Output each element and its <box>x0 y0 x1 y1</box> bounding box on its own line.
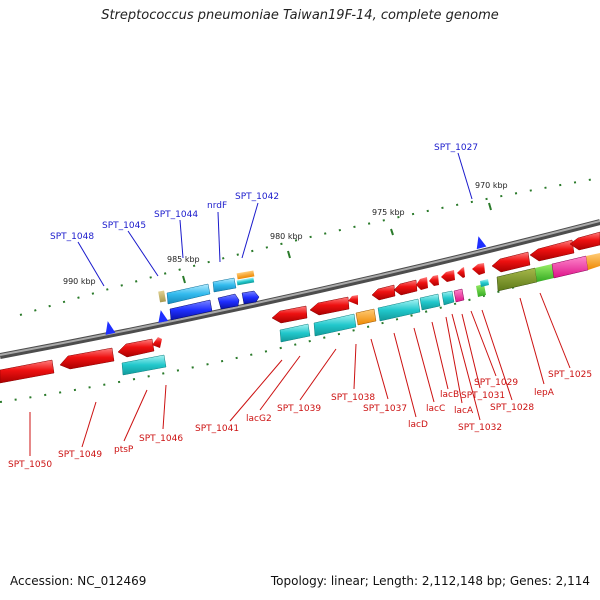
gene-SPT_1044 <box>169 299 213 321</box>
genome-summary-text: Topology: linear; Length: 2,112,148 bp; … <box>270 574 590 588</box>
label-SPT_1042: SPT_1042 <box>235 192 279 202</box>
scale-label-970: 970 kbp <box>475 181 508 190</box>
scale-label-985: 985 kbp <box>167 255 200 264</box>
gene-SPT_1045 <box>166 283 211 305</box>
forward-marker-1 <box>105 321 116 335</box>
scale-labels: 970 kbp 975 kbp 980 kbp 985 kbp 990 kbp <box>63 181 508 286</box>
genome-title: Streptococcus pneumoniae Taiwan19F-14, c… <box>101 8 499 23</box>
forward-leaders <box>77 152 473 287</box>
label-SPT_1039: SPT_1039 <box>277 404 321 414</box>
gene-SPT_1042 <box>241 290 260 305</box>
forward-marker-3 <box>476 236 487 250</box>
label-SPT_1046: SPT_1046 <box>139 434 183 444</box>
label-lacA: lacA <box>454 406 474 416</box>
reverse-leaders <box>29 292 571 456</box>
label-SPT_1038: SPT_1038 <box>331 393 375 403</box>
label-SPT_1048: SPT_1048 <box>50 232 94 242</box>
label-SPT_1031: SPT_1031 <box>461 391 505 401</box>
label-lacG2: lacG2 <box>246 414 272 424</box>
accession-text: Accession: NC_012469 <box>10 574 147 588</box>
label-SPT_1045: SPT_1045 <box>102 221 146 231</box>
gene-nrdE <box>217 293 240 310</box>
label-lacD: lacD <box>408 420 428 430</box>
reverse-gene-labels: SPT_1050 SPT_1049 ptsP SPT_1046 SPT_1041… <box>8 370 592 470</box>
forward-gene-labels: SPT_1048 SPT_1045 SPT_1044 nrdF SPT_1042… <box>50 143 478 242</box>
major-ticks <box>182 202 492 284</box>
forward-marker-2 <box>158 310 169 323</box>
reverse-genes <box>0 231 600 384</box>
label-SPT_1044: SPT_1044 <box>154 210 198 220</box>
label-SPT_1050: SPT_1050 <box>8 460 52 470</box>
label-SPT_1029: SPT_1029 <box>474 378 518 388</box>
label-SPT_1037: SPT_1037 <box>363 404 407 414</box>
scale-label-975: 975 kbp <box>372 208 405 217</box>
label-SPT_1041: SPT_1041 <box>195 424 239 434</box>
label-SPT_1032: SPT_1032 <box>458 423 502 433</box>
label-ptsP: ptsP <box>114 445 134 455</box>
forward-genes <box>158 270 260 321</box>
label-lacC: lacC <box>426 404 445 414</box>
label-SPT_1027: SPT_1027 <box>434 143 478 153</box>
scale-label-980: 980 kbp <box>270 232 303 241</box>
gene-nrdF <box>212 277 237 293</box>
label-SPT_1028: SPT_1028 <box>490 403 534 413</box>
scale-track-upper <box>19 177 600 316</box>
scale-label-990: 990 kbp <box>63 277 96 286</box>
label-nrdF: nrdF <box>207 201 227 211</box>
label-SPT_1025: SPT_1025 <box>548 370 592 380</box>
label-lepA: lepA <box>534 388 555 398</box>
label-SPT_1049: SPT_1049 <box>58 450 102 460</box>
label-lacB: lacB <box>440 390 459 400</box>
